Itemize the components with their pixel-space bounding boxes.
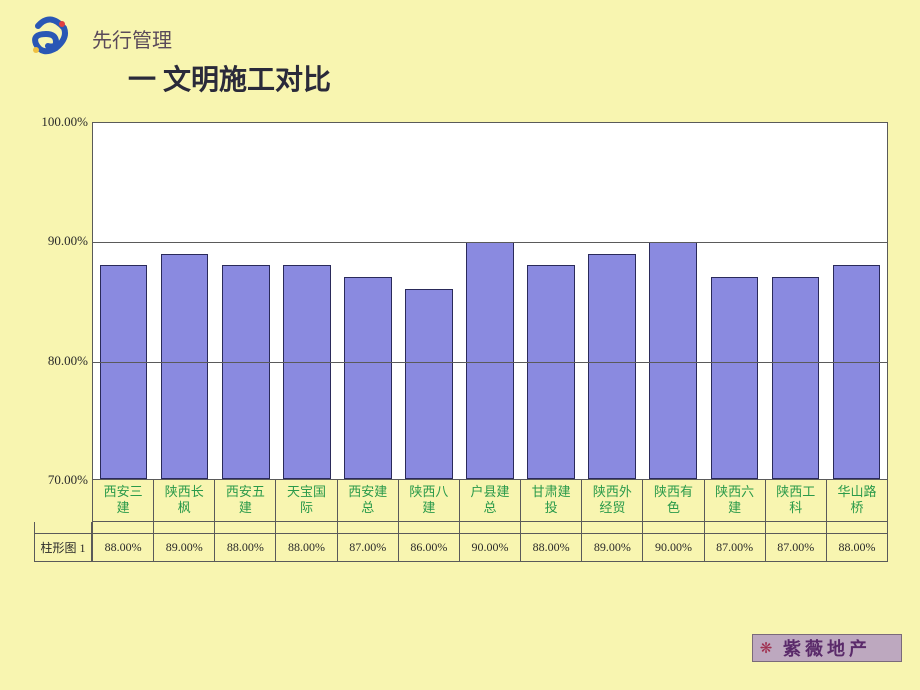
x-axis-label: 陕西外经贸 (581, 480, 642, 522)
table-value-cell: 90.00% (642, 534, 703, 562)
bar (772, 277, 820, 479)
x-axis-labels: 西安三建陕西长枫西安五建天宝国际西安建总陕西八建户县建总甘肃建投陕西外经贸陕西有… (92, 480, 888, 522)
bar (405, 289, 453, 479)
bar (283, 265, 331, 479)
bar-cell (704, 123, 765, 479)
table-blank-cell (765, 522, 826, 534)
series-label: 柱形图 1 (34, 534, 92, 562)
footer-flower-icon: ❋ (753, 635, 779, 661)
x-axis-label: 陕西六建 (704, 480, 765, 522)
bar-cell (93, 123, 154, 479)
table-blank-cell (275, 522, 336, 534)
table-value-cell: 90.00% (459, 534, 520, 562)
table-blank-cell (520, 522, 581, 534)
x-axis-label: 户县建总 (459, 480, 520, 522)
y-tick-label: 90.00% (48, 233, 88, 249)
y-tick-label: 80.00% (48, 353, 88, 369)
bar-cell (521, 123, 582, 479)
x-axis-label: 甘肃建投 (520, 480, 581, 522)
bar-cell (215, 123, 276, 479)
table-blank-cell (398, 522, 459, 534)
chart: 70.00%80.00%90.00%100.00% 西安三建陕西长枫西安五建天宝… (34, 122, 888, 562)
table-blank-cell (704, 522, 765, 534)
table-blank-cell (92, 522, 153, 534)
x-axis-label: 陕西八建 (398, 480, 459, 522)
bar-cell (459, 123, 520, 479)
plot-area (92, 122, 888, 480)
table-value-cell: 88.00% (826, 534, 888, 562)
bar-cell (154, 123, 215, 479)
bars-container (93, 123, 887, 479)
bar-cell (765, 123, 826, 479)
x-axis-label: 陕西工科 (765, 480, 826, 522)
table-blank-cell (459, 522, 520, 534)
table-value-row: 柱形图 1 88.00%89.00%88.00%88.00%87.00%86.0… (34, 534, 888, 562)
table-blank-cell (826, 522, 888, 534)
data-table: 柱形图 1 88.00%89.00%88.00%88.00%87.00%86.0… (34, 522, 888, 562)
table-value-cell: 88.00% (520, 534, 581, 562)
table-value-cell: 88.00% (92, 534, 153, 562)
table-value-cell: 88.00% (214, 534, 275, 562)
y-tick-label: 70.00% (48, 472, 88, 488)
table-blank-cell (153, 522, 214, 534)
bar-cell (337, 123, 398, 479)
bar (833, 265, 881, 479)
bar (100, 265, 148, 479)
bar (466, 242, 514, 479)
bar (344, 277, 392, 479)
x-axis-label: 天宝国际 (275, 480, 336, 522)
bar-cell (582, 123, 643, 479)
table-blank-cell (581, 522, 642, 534)
table-value-cell: 87.00% (337, 534, 398, 562)
header-text: 先行管理 (92, 24, 172, 53)
chart-title: 一 文明施工对比 (128, 58, 331, 98)
y-tick-label: 100.00% (41, 114, 88, 130)
table-blank-cell (214, 522, 275, 534)
x-axis-label: 西安建总 (337, 480, 398, 522)
bar-cell (826, 123, 887, 479)
table-value-cell: 87.00% (704, 534, 765, 562)
y-axis: 70.00%80.00%90.00%100.00% (34, 122, 92, 480)
bar (649, 242, 697, 479)
x-axis-label: 西安三建 (92, 480, 153, 522)
footer-text: 紫薇地产 (779, 635, 901, 661)
bar-cell (276, 123, 337, 479)
bar-cell (643, 123, 704, 479)
table-value-cell: 89.00% (581, 534, 642, 562)
table-value-cell: 86.00% (398, 534, 459, 562)
table-value-cell: 88.00% (275, 534, 336, 562)
table-blank-cell (642, 522, 703, 534)
footer-badge: ❋ 紫薇地产 (752, 634, 902, 662)
bar (711, 277, 759, 479)
x-axis-label: 陕西有色 (642, 480, 703, 522)
bar (161, 254, 209, 479)
x-axis-label: 华山路桥 (826, 480, 888, 522)
bar-cell (398, 123, 459, 479)
logo-icon (28, 16, 72, 60)
bar (527, 265, 575, 479)
table-blank-row (34, 522, 888, 534)
x-axis-label: 西安五建 (214, 480, 275, 522)
bar (222, 265, 270, 479)
table-value-cell: 87.00% (765, 534, 826, 562)
gridline (93, 362, 887, 363)
table-value-cell: 89.00% (153, 534, 214, 562)
bar (588, 254, 636, 479)
table-blank-cell (337, 522, 398, 534)
x-axis-label: 陕西长枫 (153, 480, 214, 522)
gridline (93, 242, 887, 243)
slide: 先行管理 一 文明施工对比 70.00%80.00%90.00%100.00% … (0, 0, 920, 690)
